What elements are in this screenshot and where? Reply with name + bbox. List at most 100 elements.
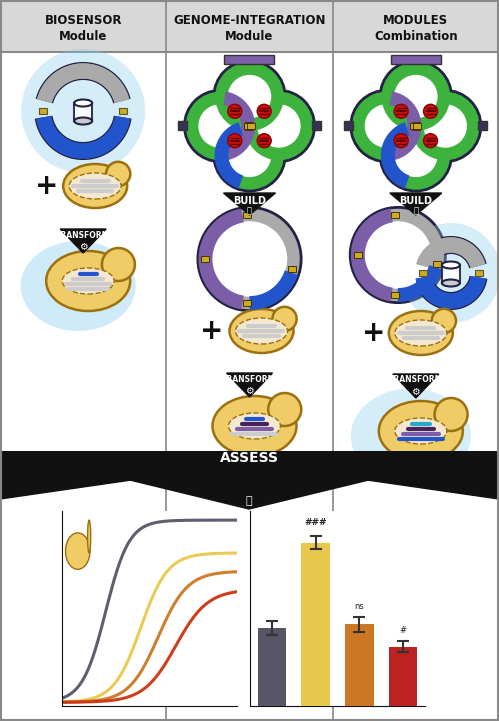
Ellipse shape	[213, 396, 296, 456]
Bar	[246, 122, 253, 128]
Bar	[344, 121, 353, 130]
Bar	[433, 261, 441, 267]
Ellipse shape	[65, 533, 90, 570]
Text: ⚙: ⚙	[245, 386, 254, 396]
Circle shape	[272, 307, 296, 331]
Text: 🔧: 🔧	[413, 206, 418, 216]
Circle shape	[228, 105, 242, 118]
Ellipse shape	[442, 262, 460, 268]
Circle shape	[388, 128, 444, 183]
Polygon shape	[0, 463, 249, 499]
Bar	[412, 125, 420, 131]
Circle shape	[257, 133, 271, 148]
Text: Module: Module	[59, 30, 107, 43]
Text: Combination: Combination	[374, 30, 458, 43]
Bar	[312, 121, 321, 130]
Ellipse shape	[74, 99, 92, 107]
Bar	[442, 265, 460, 283]
Circle shape	[388, 68, 444, 125]
Circle shape	[192, 98, 248, 154]
Bar	[0, 51, 499, 53]
Text: ⚙: ⚙	[79, 242, 87, 252]
Circle shape	[268, 393, 301, 426]
Text: TRANSFORM: TRANSFORM	[389, 376, 443, 384]
Circle shape	[417, 98, 473, 154]
Text: TRANSFORM: TRANSFORM	[223, 374, 276, 384]
Text: ⚙: ⚙	[412, 387, 420, 397]
Circle shape	[222, 68, 277, 125]
Polygon shape	[224, 193, 275, 215]
Ellipse shape	[69, 173, 121, 199]
Bar	[391, 212, 399, 218]
Circle shape	[358, 98, 415, 154]
Circle shape	[222, 68, 277, 125]
Ellipse shape	[20, 241, 136, 331]
Circle shape	[388, 128, 444, 183]
Text: BIOSENSOR: BIOSENSOR	[44, 14, 122, 27]
Bar	[411, 123, 419, 129]
Ellipse shape	[351, 389, 471, 484]
Bar	[247, 123, 255, 129]
Circle shape	[388, 68, 444, 125]
Bar	[413, 123, 421, 129]
Bar	[74, 103, 92, 121]
Text: #: #	[400, 627, 407, 635]
Circle shape	[358, 215, 438, 295]
Ellipse shape	[236, 318, 287, 344]
Bar	[178, 121, 187, 130]
Ellipse shape	[74, 118, 92, 125]
Ellipse shape	[395, 320, 447, 346]
Bar	[202, 256, 210, 262]
Bar	[354, 252, 362, 258]
Text: ns: ns	[354, 602, 364, 611]
Text: GENOME-INTEGRATION: GENOME-INTEGRATION	[173, 14, 326, 27]
Circle shape	[251, 98, 307, 154]
Circle shape	[424, 105, 438, 118]
Bar	[391, 55, 441, 63]
Bar	[345, 624, 374, 706]
Bar	[389, 647, 417, 706]
Circle shape	[257, 105, 271, 118]
Text: +: +	[35, 172, 59, 200]
Bar	[243, 300, 250, 306]
Circle shape	[206, 215, 293, 303]
Bar	[244, 123, 252, 129]
Text: ASSESS: ASSESS	[220, 451, 278, 465]
Ellipse shape	[379, 401, 463, 461]
Bar	[0, 0, 499, 51]
Text: TRANSFORM: TRANSFORM	[56, 231, 110, 239]
Circle shape	[394, 133, 408, 148]
Text: 🔍: 🔍	[246, 496, 252, 506]
Polygon shape	[249, 463, 499, 499]
Ellipse shape	[389, 311, 453, 355]
Bar	[39, 108, 47, 114]
Polygon shape	[390, 193, 442, 215]
Bar	[391, 292, 399, 298]
Text: +: +	[362, 319, 386, 347]
Circle shape	[106, 162, 130, 186]
Circle shape	[222, 128, 277, 183]
Circle shape	[358, 98, 415, 154]
Text: MODULES: MODULES	[383, 14, 449, 27]
Bar	[243, 212, 250, 218]
Circle shape	[435, 398, 468, 431]
Bar	[119, 108, 127, 114]
Circle shape	[251, 98, 307, 154]
Bar	[0, 451, 499, 463]
Circle shape	[394, 105, 408, 118]
Circle shape	[192, 98, 248, 154]
Polygon shape	[60, 463, 439, 509]
Circle shape	[87, 520, 91, 553]
Circle shape	[102, 248, 135, 281]
Bar	[475, 270, 483, 276]
Ellipse shape	[442, 280, 460, 286]
Circle shape	[432, 309, 456, 333]
Ellipse shape	[62, 268, 114, 294]
Polygon shape	[227, 373, 272, 397]
Bar	[288, 265, 296, 272]
Ellipse shape	[63, 164, 127, 208]
Text: BUILD: BUILD	[399, 196, 432, 206]
Circle shape	[424, 133, 438, 148]
Circle shape	[228, 133, 242, 148]
Ellipse shape	[46, 251, 130, 311]
